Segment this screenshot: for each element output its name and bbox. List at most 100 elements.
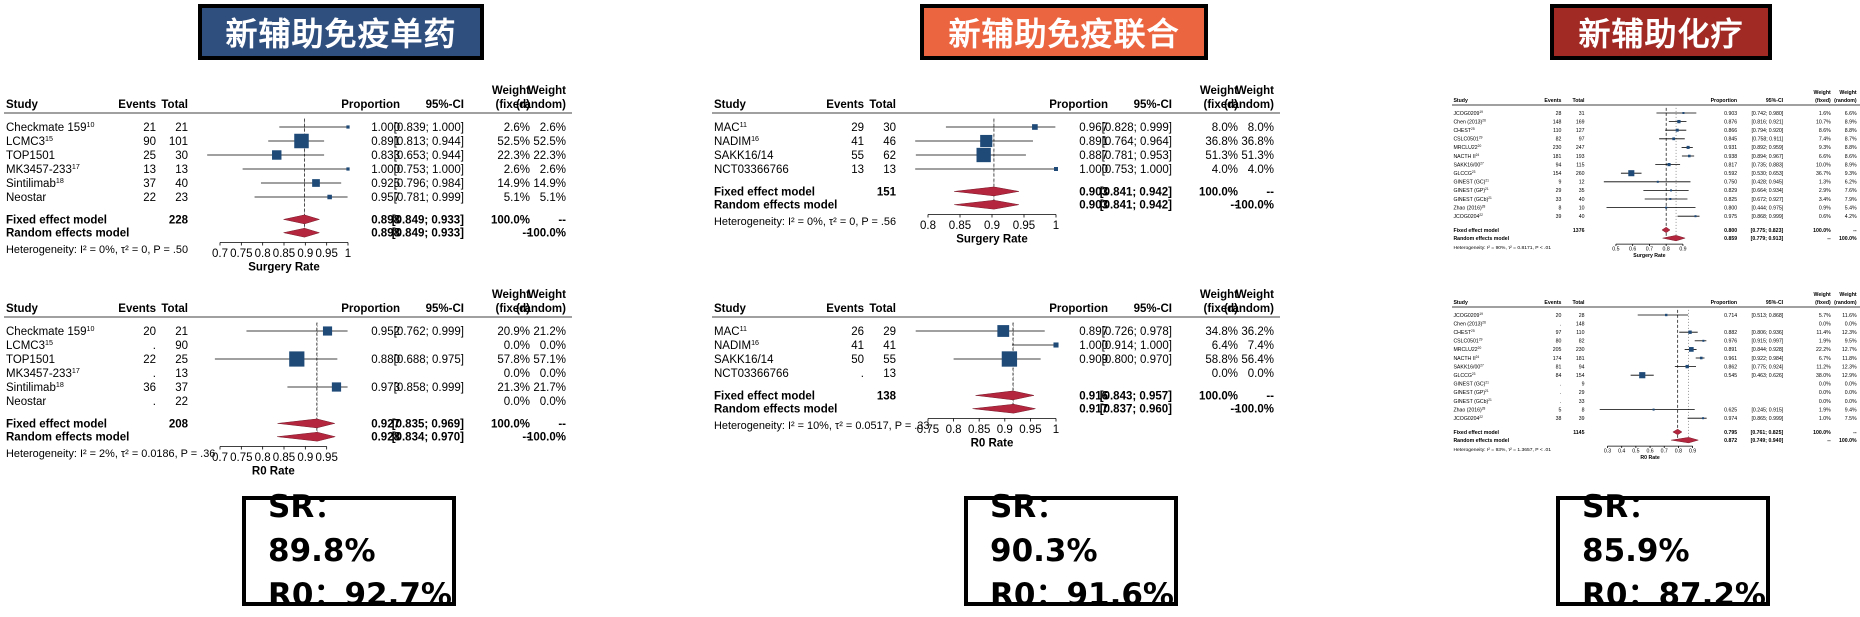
weight-fixed-cell: 0.0% xyxy=(504,368,530,380)
random-model-label: Random effects model xyxy=(6,228,129,240)
forest-plot-combo-r0: Study Events Total Proportion 95%-CI Weight (f… xyxy=(712,289,1280,450)
ci-cell: [0.806; 0.936] xyxy=(1751,330,1783,336)
header-study: Study xyxy=(6,303,39,315)
random-model-label: Random effects model xyxy=(1453,438,1509,444)
x-tick-label: 0.8 xyxy=(255,248,271,260)
total-cell: 13 xyxy=(883,164,896,176)
events-cell: . xyxy=(1560,390,1561,396)
events-cell: . xyxy=(153,396,156,408)
random-proportion: 0.898 xyxy=(371,228,400,240)
header-proportion: Proportion xyxy=(1049,99,1108,111)
ci-cell: [0.653; 0.944] xyxy=(394,150,464,162)
x-tick-label: 0.9 xyxy=(1679,247,1686,253)
weight-random-cell: 14.9% xyxy=(533,178,566,190)
total-cell: 90 xyxy=(175,340,188,352)
forest-plot-combo-sr: Study Events Total Proportion 95%-CI Weight (f… xyxy=(712,85,1280,246)
proportion-cell: 0.625 xyxy=(1724,407,1737,413)
weight-random-cell: 0.0% xyxy=(1845,321,1857,327)
total-cell: 39 xyxy=(1579,416,1585,422)
x-axis-label: R0 Rate xyxy=(1640,455,1659,461)
events-cell: 81 xyxy=(1556,364,1562,370)
study-label: GINEST (GC)21 xyxy=(1453,179,1489,186)
events-cell: 41 xyxy=(851,340,864,352)
events-cell: 154 xyxy=(1553,171,1562,177)
random-weight-random: 100.0% xyxy=(527,432,566,444)
x-axis-label: Surgery Rate xyxy=(1633,253,1665,259)
events-cell: 37 xyxy=(143,178,156,190)
weight-random-cell: 56.4% xyxy=(1241,354,1274,366)
x-tick-label: 0.95 xyxy=(315,452,337,464)
x-axis-label: Surgery Rate xyxy=(248,262,320,274)
fixed-weight-fixed: 100.0% xyxy=(491,214,530,226)
header-total: Total xyxy=(869,303,896,315)
forest-plot-body: Study Events Total Proportion 95%-CI Weight (f… xyxy=(1452,292,1860,461)
header-total: Total xyxy=(869,99,896,111)
study-label: GLCCG23 xyxy=(1453,372,1475,379)
x-tick-label: 0.7 xyxy=(212,452,228,464)
events-cell: 148 xyxy=(1553,119,1562,125)
study-label: JCOG020422 xyxy=(1453,213,1483,220)
ci-cell: [0.530; 0.653] xyxy=(1751,171,1783,177)
study-label: NADIM16 xyxy=(714,135,759,148)
header-weight-fixed: Weight xyxy=(492,85,530,97)
x-tick-label: 0.6 xyxy=(1646,449,1653,455)
ci-cell: [0.428; 0.945] xyxy=(1751,180,1783,186)
events-cell: . xyxy=(153,340,156,352)
header-study: Study xyxy=(1453,98,1468,104)
events-cell: 82 xyxy=(1556,137,1562,143)
study-point xyxy=(1688,347,1694,352)
fixed-ci: [0.841; 0.942] xyxy=(1100,186,1172,198)
header-weight-random: Weight xyxy=(1839,90,1856,96)
random-diamond xyxy=(277,431,336,442)
fixed-weight-fixed: 100.0% xyxy=(1813,228,1831,234)
proportion-cell: 0.829 xyxy=(1724,188,1737,194)
events-cell: 97 xyxy=(1556,330,1562,336)
header-ci: 95%-CI xyxy=(1134,99,1172,111)
x-tick-label: 0.8 xyxy=(1675,449,1682,455)
study-point xyxy=(1677,119,1681,124)
header-events: Events xyxy=(118,303,156,315)
ci-cell: [0.664; 0.934] xyxy=(1751,188,1783,194)
events-cell: 41 xyxy=(851,136,864,148)
weight-random-cell: 2.6% xyxy=(540,122,566,134)
ci-cell: [0.753; 1.000] xyxy=(394,164,464,176)
header-fixed: (fixed) xyxy=(1815,98,1831,104)
events-cell: 84 xyxy=(1556,373,1562,379)
study-label: MAC11 xyxy=(714,325,747,338)
ci-cell: [0.513; 0.868] xyxy=(1751,313,1783,319)
events-cell: 55 xyxy=(851,150,864,162)
weight-random-cell: 6.6% xyxy=(1845,111,1857,117)
total-cell: 21 xyxy=(175,122,188,134)
weight-random-cell: 12.7% xyxy=(1842,347,1857,353)
total-cell: 30 xyxy=(883,122,896,134)
proportion-cell: 0.976 xyxy=(1724,339,1737,345)
proportion-cell: 0.833 xyxy=(371,150,400,162)
category-title-mono: 新辅助免疫单药 xyxy=(198,4,484,60)
events-cell: 33 xyxy=(1556,197,1562,203)
category-title-combo: 新辅助免疫联合 xyxy=(920,4,1208,60)
weight-fixed-cell: 6.6% xyxy=(1819,154,1831,160)
ci-cell: [0.764; 0.964] xyxy=(1102,136,1172,148)
header-study: Study xyxy=(6,99,39,111)
weight-random-cell: 7.6% xyxy=(1845,188,1857,194)
study-point xyxy=(1665,206,1668,209)
study-label: GINEST (GC)21 xyxy=(1453,381,1489,388)
study-label: MRCLU2220 xyxy=(1453,346,1481,353)
x-tick-label: 0.7 xyxy=(1661,449,1668,455)
proportion-cell: 0.545 xyxy=(1724,373,1737,379)
x-tick-label: 0.5 xyxy=(1612,247,1619,253)
header-weight-fixed: Weight xyxy=(1200,85,1238,97)
summary-box-chemo: SR：85.9% R0：87.2% xyxy=(1556,489,1770,613)
total-cell: 35 xyxy=(1579,188,1585,194)
header-study: Study xyxy=(714,99,747,111)
x-tick-label: 0.8 xyxy=(1663,247,1670,253)
study-label: CSLC050129 xyxy=(1453,136,1482,143)
header-total: Total xyxy=(161,99,188,111)
study-point xyxy=(976,147,991,163)
fixed-model-label: Fixed effect model xyxy=(6,214,107,226)
forest-plot-chemo-sr: Study Events Total Proportion 95%-CI Weight (f… xyxy=(1452,90,1860,259)
weight-fixed-cell: 5.7% xyxy=(1819,313,1831,319)
study-label: MK3457-23317 xyxy=(6,367,80,380)
header-ci: 95%-CI xyxy=(1766,300,1784,306)
weight-random-cell: 12.3% xyxy=(1842,364,1857,370)
